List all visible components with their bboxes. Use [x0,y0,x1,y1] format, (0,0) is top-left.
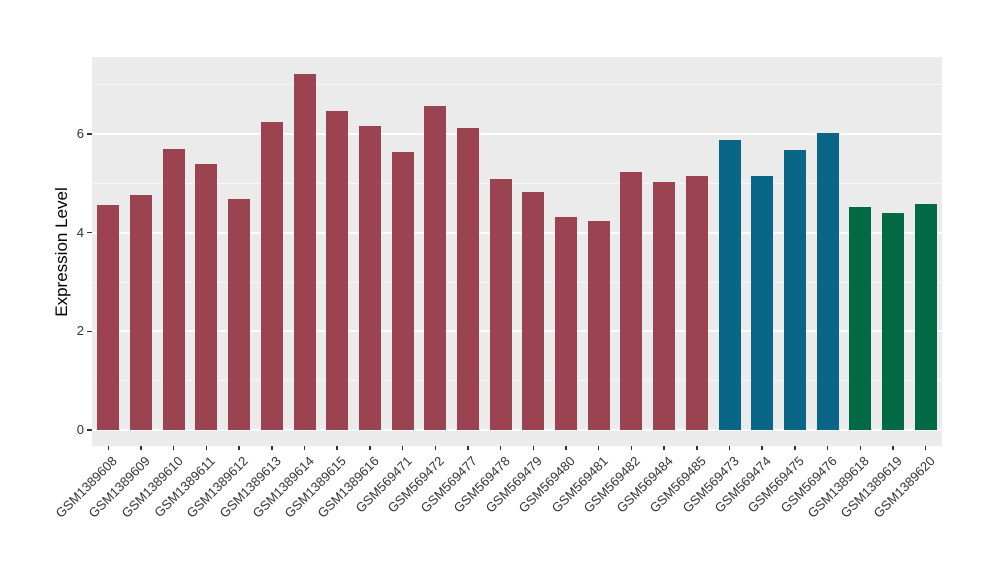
gridline-minor [92,182,942,184]
x-tick-mark [369,446,371,450]
x-tick-mark [663,446,665,450]
bar-GSM1389619 [881,213,904,430]
gridline-major [92,133,942,136]
bar-GSM569475 [783,149,806,430]
gridline-minor [92,380,942,382]
x-tick-mark [794,446,796,450]
bar-GSM569480 [555,216,578,430]
x-tick-mark [238,446,240,450]
gridline-major [92,231,942,234]
x-tick-mark [565,446,567,450]
bar-GSM1389610 [162,148,185,430]
x-tick-mark [140,446,142,450]
bar-GSM569472 [424,105,447,430]
x-tick-mark [401,446,404,450]
x-tick-mark [271,446,273,450]
y-axis-title: Expression Level [52,186,71,317]
plot-panel [92,57,942,446]
y-axis-tick-label: 0 [76,422,84,437]
bar-GSM569481 [587,220,610,430]
bar-GSM1389618 [849,207,872,430]
bar-GSM569473 [718,139,741,430]
bar-GSM1389615 [326,110,349,430]
x-tick-mark [924,446,927,450]
x-tick-mark [630,446,633,450]
bar-GSM569479 [522,191,545,430]
y-tick-mark [87,429,92,431]
x-tick-mark [859,446,862,450]
y-tick-mark [87,330,92,333]
bar-GSM1389616 [358,126,381,430]
gridline-minor [92,84,942,86]
bar-GSM1389609 [130,195,153,430]
y-axis-tick-label: 4 [76,224,84,240]
y-tick-mark [87,133,92,135]
bar-GSM569478 [489,178,512,430]
x-tick-mark [761,446,763,450]
x-tick-mark [336,446,338,450]
x-tick-mark [107,446,110,450]
bar-GSM1389612 [228,199,251,430]
bar-GSM1389613 [260,121,283,430]
bar-GSM569484 [653,182,676,430]
bar-GSM569471 [391,151,414,430]
bar-GSM1389614 [293,73,316,430]
x-tick-mark [597,446,600,450]
bar-GSM569485 [685,175,708,430]
x-tick-mark [434,446,437,450]
x-tick-mark [205,446,208,450]
y-axis-tick-label: 6 [76,126,84,142]
x-tick-mark [826,446,829,450]
x-tick-mark [728,446,731,450]
bar-GSM1389620 [914,204,937,430]
y-axis-tick-label: 2 [76,323,84,339]
bar-GSM569476 [816,132,839,430]
bar-GSM569474 [751,175,774,430]
gridline-minor [92,281,942,283]
y-tick-mark [87,231,92,234]
bar-GSM1389611 [195,164,218,430]
gridline-major [92,330,942,333]
bar-GSM569477 [456,128,479,430]
x-tick-mark [172,446,175,450]
x-tick-mark [467,446,469,450]
x-tick-mark [303,446,306,450]
x-tick-mark [696,446,698,450]
bar-GSM1389608 [97,205,120,430]
x-tick-mark [892,446,894,450]
x-tick-mark [532,446,535,450]
bar-GSM569482 [620,172,643,430]
x-tick-mark [499,446,502,450]
gridline-major [92,429,942,431]
